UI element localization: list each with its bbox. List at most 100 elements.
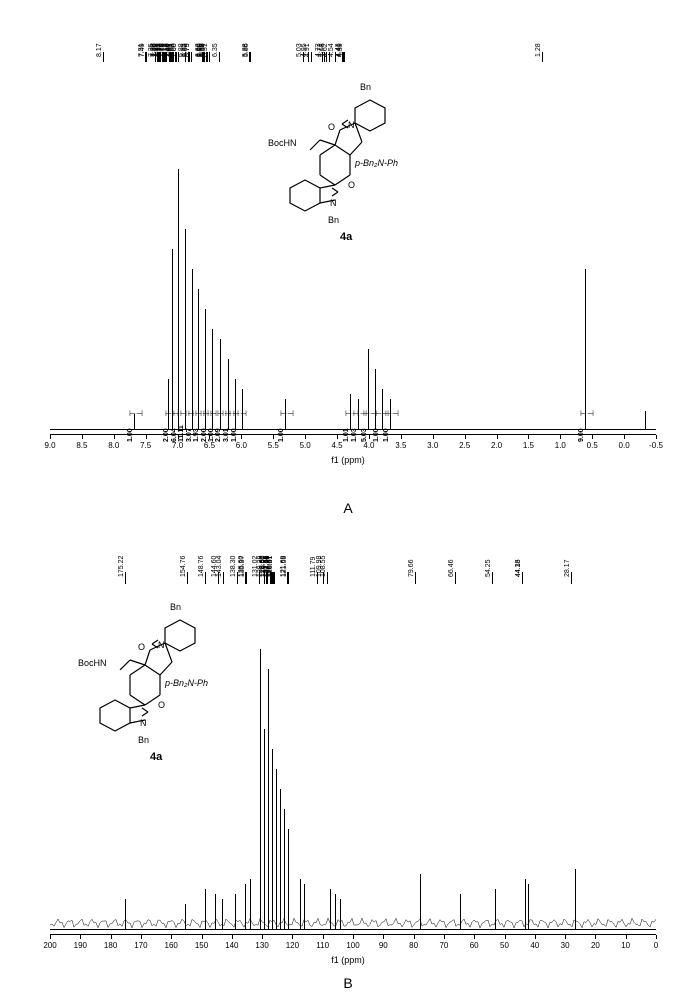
- axis-tick-label: 70: [439, 941, 448, 950]
- axis-tick-label: 190: [74, 941, 87, 950]
- axis-tick-label: 8.5: [76, 441, 87, 450]
- peak-ppm-label: 8.17: [96, 43, 103, 57]
- spectrum-peak: [178, 169, 179, 429]
- axis-tick-label: 100: [346, 941, 359, 950]
- peak-ppm-label: 108.55: [320, 556, 327, 577]
- axis-tick-label: 1.5: [523, 441, 534, 450]
- axis-tick-label: 20: [591, 941, 600, 950]
- axis-tick-label: 2.5: [459, 441, 470, 450]
- baseline-noise: [50, 917, 656, 929]
- spectrum-peak: [575, 869, 576, 929]
- axis-tick-label: 170: [134, 941, 147, 950]
- spectrum-peak: [260, 649, 261, 929]
- spectrum-peak: [168, 379, 169, 429]
- spectrum-peak: [268, 669, 269, 929]
- peak-ppm-label: 28.17: [564, 559, 571, 577]
- peak-ppm-label: 4.54: [328, 43, 335, 57]
- peak-ppm-label: 79.66: [408, 559, 415, 577]
- axis-b: 2001901801701601501401301201101009080706…: [50, 934, 656, 950]
- axis-tick-label: 130: [255, 941, 268, 950]
- axis-tick-label: 0.0: [619, 441, 630, 450]
- peak-ppm-label: 6.35: [212, 43, 219, 57]
- spectrum-peak: [125, 899, 126, 929]
- axis-tick-label: 200: [43, 941, 56, 950]
- peak-ppm-label: 143.04: [216, 556, 223, 577]
- peak-ppm-label: 138.30: [230, 556, 237, 577]
- spectrum-peak: [235, 379, 236, 429]
- peak-ppm-label: 148.76: [198, 556, 205, 577]
- peak-labels-a: 8.177.517.497.357.337.327.307.297.287.27…: [20, 10, 676, 60]
- panel-letter-a: A: [343, 500, 352, 516]
- peak-ppm-label: 5.86: [243, 43, 250, 57]
- peak-labels-b: 175.22154.76148.76144.60143.04138.30135.…: [20, 530, 676, 580]
- spectrum-peak: [525, 879, 526, 929]
- axis-tick-label: 7.0: [172, 441, 183, 450]
- spectrum-peak: [645, 411, 646, 429]
- axis-tick-label: 10: [621, 941, 630, 950]
- axis-tick-label: -0.5: [649, 441, 663, 450]
- axis-title-b: f1 (ppm): [331, 955, 365, 965]
- spectrum-peak: [375, 369, 376, 429]
- spectrum-peak: [222, 899, 223, 929]
- spectrum-peak: [330, 889, 331, 929]
- peak-ppm-label: 54.25: [485, 559, 492, 577]
- peak-ppm-label: 135.37: [239, 556, 246, 577]
- axis-tick-label: 6.0: [236, 441, 247, 450]
- peak-ppm-label: 7.49: [139, 43, 146, 57]
- spectrum-peak: [264, 729, 265, 929]
- peak-ppm-label: 175.22: [118, 556, 125, 577]
- axis-tick-label: 6.5: [204, 441, 215, 450]
- axis-tick-label: 140: [225, 941, 238, 950]
- panel-letter-b: B: [343, 975, 352, 991]
- peak-ppm-label: 66.46: [448, 559, 455, 577]
- spectrum-peak: [172, 249, 173, 429]
- axis-tick-label: 120: [286, 941, 299, 950]
- axis-tick-label: 0: [654, 941, 658, 950]
- axis-tick-label: 7.5: [140, 441, 151, 450]
- spectrum-peak: [245, 884, 246, 929]
- nmr-panel-a: 8.177.517.497.357.337.327.307.297.287.27…: [20, 10, 676, 490]
- axis-tick-label: 8.0: [108, 441, 119, 450]
- axis-tick-label: 90: [379, 941, 388, 950]
- nmr-panel-b: 175.22154.76148.76144.60143.04138.30135.…: [20, 530, 676, 980]
- spectrum-peak: [585, 269, 586, 429]
- axis-title-a: f1 (ppm): [331, 455, 365, 465]
- spectrum-peak: [185, 904, 186, 929]
- spectrum-peak: [185, 229, 186, 429]
- grp-boc: BocHN: [268, 138, 297, 148]
- spectrum-peak: [495, 889, 496, 929]
- spectrum-peak: [272, 749, 273, 929]
- spectrum-peak: [215, 894, 216, 929]
- axis-tick-label: 50: [500, 941, 509, 950]
- spectrum-peak: [192, 269, 193, 429]
- axis-tick-label: 9.0: [44, 441, 55, 450]
- peak-ppm-label: 7.00: [171, 43, 178, 57]
- axis-tick-label: 1.0: [555, 441, 566, 450]
- spectrum-peak: [335, 894, 336, 929]
- spectrum-peak: [235, 894, 236, 929]
- spectrum-peak: [304, 884, 305, 929]
- peak-ppm-label: 6.51: [202, 43, 209, 57]
- axis-tick-label: 110: [316, 941, 329, 950]
- peak-ppm-label: 4.39: [337, 43, 344, 57]
- peak-ppm-label: 4.91: [304, 43, 311, 57]
- spectrum-peak: [288, 829, 289, 929]
- axis-tick-label: 3.0: [427, 441, 438, 450]
- spectrum-peak: [420, 874, 421, 929]
- axis-tick-label: 0.5: [587, 441, 598, 450]
- axis-tick-label: 5.5: [268, 441, 279, 450]
- axis-tick-label: 4.0: [363, 441, 374, 450]
- spectrum-peak: [340, 899, 341, 929]
- axis-tick-label: 3.5: [395, 441, 406, 450]
- spectrum-peak: [205, 889, 206, 929]
- axis-tick-label: 60: [470, 941, 479, 950]
- axis-tick-label: 80: [409, 941, 418, 950]
- axis-tick-label: 160: [165, 941, 178, 950]
- axis-tick-label: 5.0: [300, 441, 311, 450]
- grp-o1: O: [328, 122, 335, 132]
- axis-tick-label: 40: [530, 941, 539, 950]
- peak-ppm-label: 1.28: [535, 43, 542, 57]
- spectrum-peak: [528, 884, 529, 929]
- spectrum-peak: [198, 289, 199, 429]
- spectrum-peak: [284, 809, 285, 929]
